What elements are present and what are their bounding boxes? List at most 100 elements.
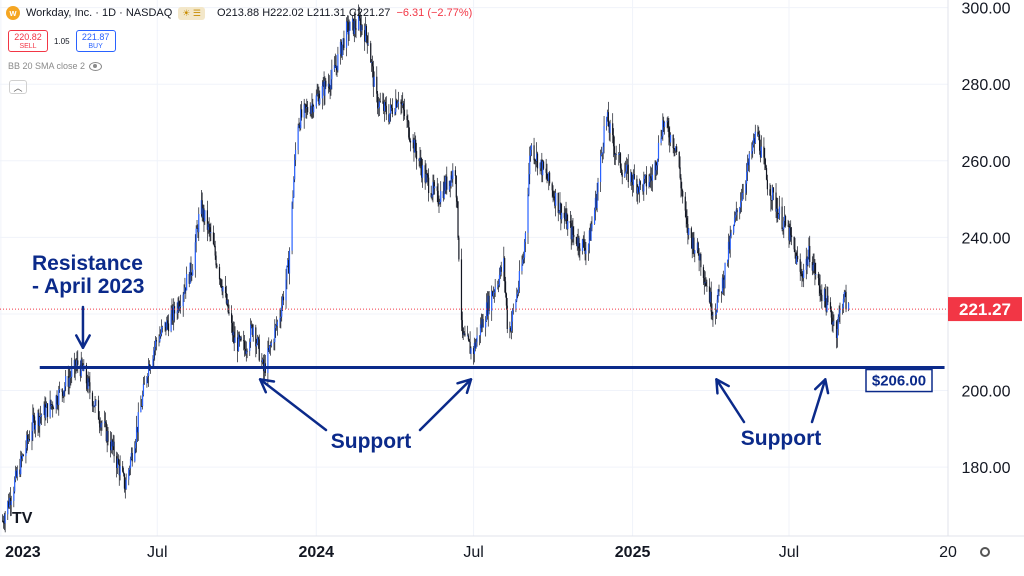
candle [540,159,542,172]
candle [602,142,604,160]
symbol-title[interactable]: Workday, Inc. · 1D · NASDAQ [26,7,173,19]
candle [491,290,494,297]
candle [240,335,242,342]
candle [22,453,24,457]
candle [261,353,263,368]
candle [390,104,393,112]
candle [288,250,290,274]
candle [676,143,678,156]
candle [340,39,342,58]
candle [286,265,288,290]
candle [52,406,55,410]
candle [200,189,202,217]
candle [424,160,426,190]
x-tick-label: 20 [939,544,957,561]
annotation-text: Support [741,427,821,450]
candle [185,287,187,299]
candle [268,337,270,352]
candle [280,307,282,329]
candle [608,121,610,141]
candle [305,104,307,119]
candle [789,223,791,245]
candle [274,319,276,351]
y-tick-label: 300.00 [962,1,1011,18]
candle [122,460,124,473]
candle [542,160,545,171]
candle [560,202,562,231]
candle [820,289,822,301]
chevron-up-icon[interactable]: ︿ [9,80,27,94]
candle [699,253,701,261]
candle [222,286,224,299]
candle [37,409,39,437]
candle [63,390,65,403]
candle [812,253,814,275]
candle [192,263,194,276]
candle [179,300,181,312]
candle [257,336,259,349]
candle [172,304,174,325]
candle [505,292,508,310]
candle [352,18,355,37]
candle [446,166,448,195]
candle [165,322,167,336]
candle [708,278,711,304]
sell-button[interactable]: 220.82 SELL [8,30,48,52]
candle [61,388,63,403]
candle [219,278,221,288]
candle [430,185,432,199]
candle [572,218,574,243]
candle [547,173,549,182]
candle [771,200,773,210]
candle [307,101,309,115]
candle [781,197,783,232]
candle [643,171,645,201]
candle [402,92,404,109]
candle [575,236,578,246]
support-label-box [865,368,933,393]
candle [557,192,559,222]
candle [390,98,392,122]
candle [226,293,228,307]
indicator-legend[interactable]: BB 20 SMA close 2 [8,61,103,71]
candle [159,326,161,343]
candle [624,162,626,178]
candle [555,188,557,217]
candle [213,232,215,248]
candle [649,173,651,188]
candle [43,401,45,416]
candle [46,403,49,424]
candle [171,298,173,325]
candle [456,195,458,209]
candle [475,338,477,349]
buy-price: 221.87 [81,32,110,42]
candle [354,10,356,37]
candle [396,99,399,108]
candle [70,371,72,386]
candle [541,152,543,183]
buy-button[interactable]: 221.87 BUY [75,30,116,52]
candle [590,221,592,242]
candle [482,313,484,328]
candle [481,314,483,333]
candle [77,350,79,374]
candle [626,158,628,174]
candle [722,270,724,296]
eye-icon[interactable] [89,61,103,71]
candle [833,314,835,327]
candle [680,174,682,198]
candle [753,134,756,154]
settings-gear-icon[interactable] [980,547,990,557]
candle [581,238,584,255]
candle [173,301,176,323]
candle [287,258,289,268]
candle [704,271,706,287]
price-change: −6.31 (−2.77%) [396,7,473,19]
candle [104,412,107,428]
candle [669,126,671,153]
candle [633,164,635,180]
trade-panel: 220.82 SELL 1.05 221.87 BUY [8,30,116,52]
market-status-icon[interactable]: ☀ ☰ [178,6,205,20]
candle [553,191,555,201]
